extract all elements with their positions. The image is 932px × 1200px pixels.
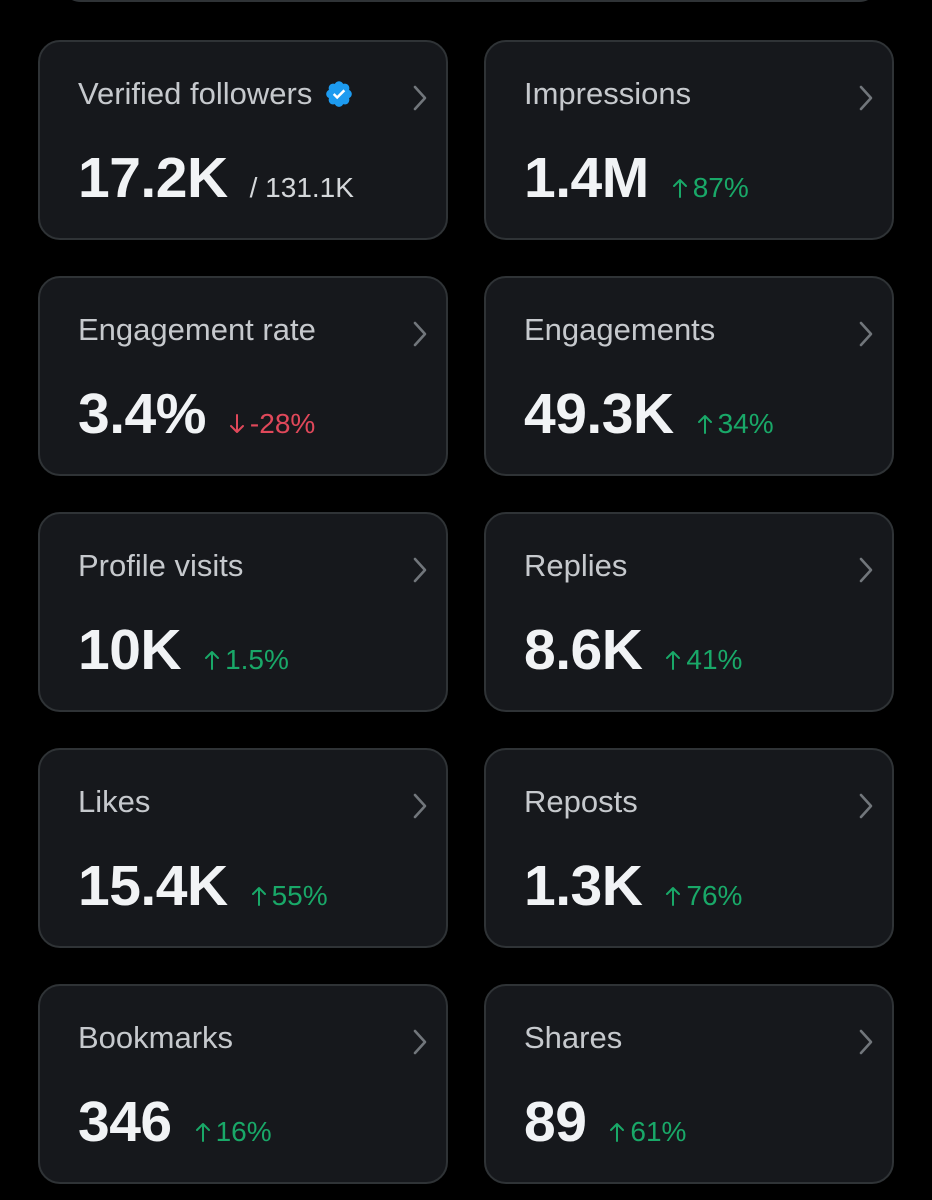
metric-value: 3.4%	[78, 382, 206, 446]
metric-label-row: Likes	[78, 786, 150, 817]
metric-change-value: 16%	[215, 1116, 272, 1147]
metric-label-row: Reposts	[524, 786, 638, 817]
metric-label-row: Bookmarks	[78, 1022, 233, 1053]
metric-card-replies[interactable]: Replies 8.6K 41%	[484, 512, 894, 712]
metric-value: 1.4M	[524, 146, 649, 210]
metric-label: Bookmarks	[78, 1020, 234, 1055]
metric-value-row: 89 61%	[524, 1094, 686, 1151]
metric-card-engagement-rate[interactable]: Engagement rate 3.4% -28%	[38, 276, 448, 476]
metric-card-profile-visits[interactable]: Profile visits 10K 1.5%	[38, 512, 448, 712]
chevron-right-icon	[856, 320, 876, 348]
metric-value: 346	[78, 1090, 172, 1154]
metric-label: Impressions	[524, 76, 692, 111]
metric-change-value: 87%	[692, 172, 749, 203]
metric-change: 34%	[696, 410, 774, 438]
metric-value-row: 1.3K 76%	[524, 858, 742, 915]
metric-total: / 131.1K	[249, 172, 354, 203]
metric-label-row: Engagement rate	[78, 314, 316, 345]
arrow-up-icon	[194, 1121, 212, 1143]
chevron-right-icon	[856, 84, 876, 112]
metric-value: 1.3K	[524, 854, 643, 918]
metric-change: 1.5%	[203, 646, 289, 674]
metric-value: 8.6K	[524, 618, 643, 682]
chevron-right-icon	[410, 1028, 430, 1056]
chevron-right-icon	[856, 1028, 876, 1056]
metric-change: 55%	[250, 882, 328, 910]
arrow-up-icon	[608, 1121, 626, 1143]
metric-value-row: 49.3K 34%	[524, 386, 774, 443]
metric-change-value: 1.5%	[225, 644, 289, 675]
metric-label: Profile visits	[78, 548, 244, 583]
metric-change-value: 55%	[271, 880, 328, 911]
metric-label-row: Replies	[524, 550, 627, 581]
metric-change: 41%	[664, 646, 742, 674]
metric-value-row: 17.2K / 131.1K	[78, 150, 354, 207]
chevron-right-icon	[410, 320, 430, 348]
arrow-down-icon	[228, 413, 246, 435]
chevron-right-icon	[410, 792, 430, 820]
metric-card-shares[interactable]: Shares 89 61%	[484, 984, 894, 1184]
metric-value-row: 346 16%	[78, 1094, 272, 1151]
metric-label: Shares	[524, 1020, 623, 1055]
metric-card-likes[interactable]: Likes 15.4K 55%	[38, 748, 448, 948]
metric-value-row: 15.4K 55%	[78, 858, 328, 915]
metric-label-row: Profile visits	[78, 550, 243, 581]
metric-value: 10K	[78, 618, 182, 682]
metric-card-verified-followers[interactable]: Verified followers 17.2K / 131.1K	[38, 40, 448, 240]
chevron-right-icon	[856, 556, 876, 584]
metric-card-engagements[interactable]: Engagements 49.3K 34%	[484, 276, 894, 476]
arrow-up-icon	[696, 413, 714, 435]
metric-label: Verified followers	[78, 76, 313, 111]
metric-label-row: Engagements	[524, 314, 715, 345]
metric-value: 15.4K	[78, 854, 228, 918]
metric-label: Reposts	[524, 784, 638, 819]
metric-change: 16%	[194, 1118, 272, 1146]
arrow-up-icon	[250, 885, 268, 907]
metric-change: 76%	[664, 882, 742, 910]
arrow-up-icon	[664, 649, 682, 671]
metric-change: -28%	[228, 410, 315, 438]
metric-change-value: 34%	[717, 408, 774, 439]
chevron-right-icon	[410, 84, 430, 112]
metric-change-value: -28%	[249, 408, 316, 439]
metric-label-row: Verified followers	[78, 78, 354, 109]
metric-label: Engagements	[524, 312, 716, 347]
metric-label-row: Shares	[524, 1022, 622, 1053]
metric-change-value: 61%	[630, 1116, 687, 1147]
metric-value: 89	[524, 1090, 587, 1154]
verified-badge-icon	[324, 79, 354, 109]
metric-card-reposts[interactable]: Reposts 1.3K 76%	[484, 748, 894, 948]
chevron-right-icon	[856, 792, 876, 820]
metric-card-impressions[interactable]: Impressions 1.4M 87%	[484, 40, 894, 240]
metric-label: Engagement rate	[78, 312, 316, 347]
metric-change-value: 41%	[686, 644, 743, 675]
arrow-up-icon	[664, 885, 682, 907]
metric-value: 17.2K	[78, 146, 228, 210]
previous-card	[60, 0, 880, 2]
metric-value-row: 3.4% -28%	[78, 386, 315, 443]
metric-change: 87%	[671, 174, 749, 202]
metric-label-row: Impressions	[524, 78, 691, 109]
metric-change: 61%	[608, 1118, 686, 1146]
metrics-grid: Verified followers 17.2K / 131.1K Impres…	[38, 40, 894, 1184]
metric-value: 49.3K	[524, 382, 674, 446]
arrow-up-icon	[671, 177, 689, 199]
metric-change-value: 76%	[686, 880, 743, 911]
chevron-right-icon	[410, 556, 430, 584]
metric-card-bookmarks[interactable]: Bookmarks 346 16%	[38, 984, 448, 1184]
arrow-up-icon	[203, 649, 221, 671]
metric-value-row: 1.4M 87%	[524, 150, 749, 207]
metric-value-row: 10K 1.5%	[78, 622, 289, 679]
metric-value-row: 8.6K 41%	[524, 622, 742, 679]
metric-label: Likes	[78, 784, 151, 819]
metric-label: Replies	[524, 548, 628, 583]
